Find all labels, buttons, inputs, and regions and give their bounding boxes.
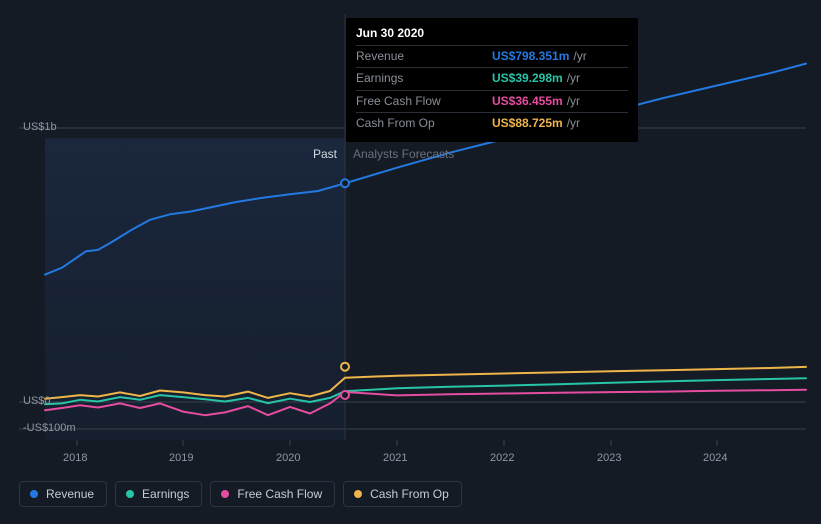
x-axis-label: 2022 [490, 452, 514, 464]
tooltip-row-label: Free Cash Flow [356, 90, 492, 112]
x-axis-label: 2024 [703, 452, 727, 464]
legend-dot-icon [354, 490, 362, 498]
tooltip-row-label: Cash From Op [356, 112, 492, 134]
legend: Revenue Earnings Free Cash Flow Cash From O… [19, 481, 462, 507]
legend-item[interactable]: Earnings [115, 481, 202, 507]
legend-dot-icon [221, 490, 229, 498]
legend-label: Earnings [142, 487, 189, 501]
x-axis-label: 2018 [63, 452, 87, 464]
tooltip-row-label: Revenue [356, 46, 492, 68]
tooltip-row-unit: /yr [563, 71, 580, 85]
x-axis-label: 2020 [276, 452, 300, 464]
x-axis-label: 2019 [169, 452, 193, 464]
tooltip-rows: RevenueUS$798.351m/yrEarningsUS$39.298m/… [356, 45, 628, 134]
x-axis-label: 2023 [597, 452, 621, 464]
tooltip-row-value: US$798.351m [492, 49, 569, 63]
tooltip-row-value: US$88.725m [492, 116, 563, 130]
hover-tooltip: Jun 30 2020 RevenueUS$798.351m/yrEarning… [346, 18, 638, 142]
x-axis-label: 2021 [383, 452, 407, 464]
tooltip-date: Jun 30 2020 [356, 24, 628, 45]
y-axis-label: US$0 [23, 395, 51, 407]
tooltip-row: Free Cash FlowUS$36.455m/yr [356, 90, 628, 112]
tooltip-row-value: US$39.298m [492, 71, 563, 85]
legend-dot-icon [126, 490, 134, 498]
tooltip-row-label: Earnings [356, 68, 492, 90]
legend-item[interactable]: Free Cash Flow [210, 481, 335, 507]
legend-item[interactable]: Cash From Op [343, 481, 462, 507]
tooltip-row: RevenueUS$798.351m/yr [356, 46, 628, 68]
tooltip-row: EarningsUS$39.298m/yr [356, 68, 628, 90]
financial-chart: Past Analysts Forecasts US$1b US$0 -US$100… [0, 0, 821, 524]
legend-label: Cash From Op [370, 487, 449, 501]
tooltip-row-value: US$36.455m [492, 94, 563, 108]
tooltip-row-unit: /yr [569, 49, 586, 63]
tooltip-row-unit: /yr [563, 116, 580, 130]
y-axis-label: -US$100m [23, 422, 76, 434]
past-region-label: Past [313, 147, 337, 161]
legend-dot-icon [30, 490, 38, 498]
legend-label: Free Cash Flow [237, 487, 322, 501]
forecast-region-label: Analysts Forecasts [353, 147, 454, 161]
y-axis-label: US$1b [23, 121, 57, 133]
legend-label: Revenue [46, 487, 94, 501]
legend-item[interactable]: Revenue [19, 481, 107, 507]
tooltip-row: Cash From OpUS$88.725m/yr [356, 112, 628, 134]
tooltip-row-unit: /yr [563, 94, 580, 108]
